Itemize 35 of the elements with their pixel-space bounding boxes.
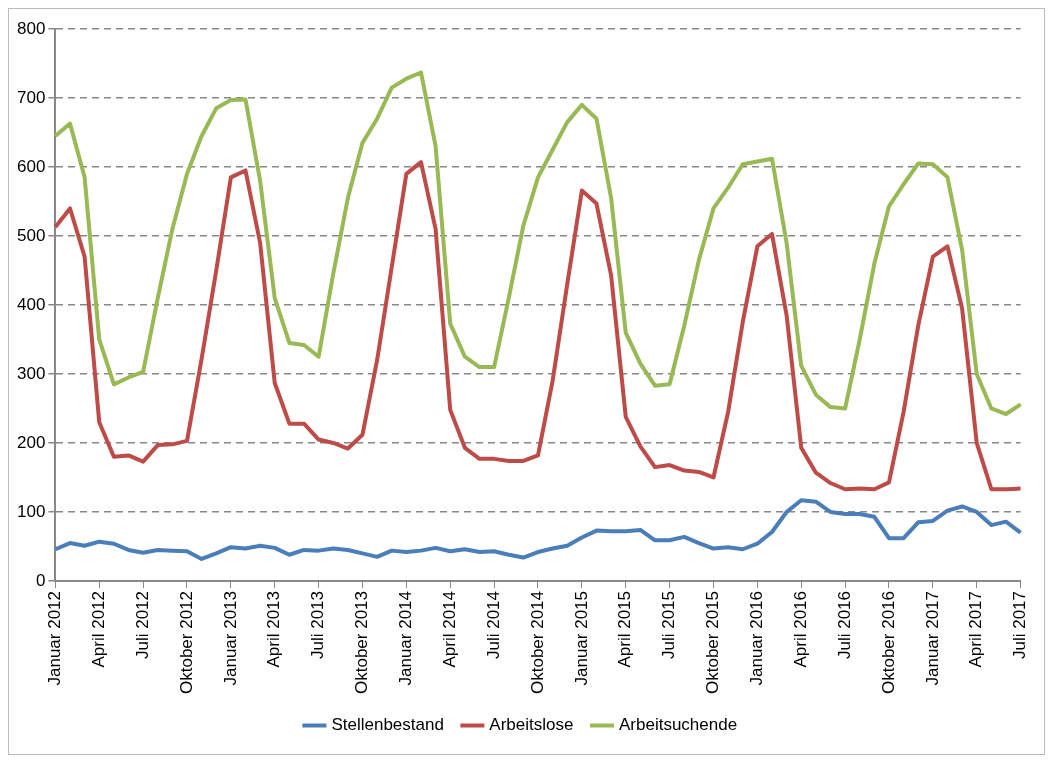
y-tick-label: 100 [16, 501, 46, 521]
y-tick-label: 300 [16, 363, 46, 383]
x-tick-label: Januar 2012 [45, 590, 65, 686]
y-tick-label: 200 [16, 432, 46, 452]
x-tick-label: Juli 2016 [834, 590, 854, 660]
x-tick-label: Juli 2013 [308, 590, 328, 660]
x-tick-label: April 2015 [615, 590, 635, 668]
x-tick-label: Januar 2013 [220, 590, 240, 686]
x-tick-label: Juli 2015 [659, 590, 679, 660]
x-tick-label: Oktober 2012 [176, 590, 196, 694]
y-tick-label: 800 [16, 18, 46, 38]
x-tick-label: Januar 2016 [747, 590, 767, 686]
x-tick-label: Juli 2017 [1010, 590, 1030, 660]
y-tick-label: 0 [35, 570, 46, 590]
x-tick-label: April 2014 [439, 590, 459, 668]
x-tick-label: April 2016 [790, 590, 810, 668]
x-tick-label: Oktober 2015 [703, 590, 723, 694]
x-tick-label: April 2013 [264, 590, 284, 668]
legend-label: Stellenbestand [331, 715, 444, 735]
x-tick-label: Januar 2014 [396, 590, 416, 686]
x-tick-label: Januar 2017 [922, 590, 942, 686]
y-tick-label: 600 [16, 156, 46, 176]
x-tick-label: Oktober 2014 [527, 590, 547, 694]
x-tick-label: Juli 2012 [132, 590, 152, 660]
x-tick-label: April 2017 [966, 590, 986, 668]
legend-label: Arbeitsuchende [618, 715, 738, 735]
y-tick-label: 400 [16, 294, 46, 314]
x-tick-label: Oktober 2016 [878, 590, 898, 694]
x-tick-label: Januar 2015 [571, 590, 591, 686]
x-tick-label: Oktober 2013 [352, 590, 372, 694]
x-tick-label: April 2012 [88, 590, 108, 668]
legend-label: Arbeitslose [489, 715, 574, 735]
y-tick-label: 500 [16, 225, 46, 245]
x-tick-label: Juli 2014 [483, 590, 503, 660]
y-tick-label: 700 [16, 87, 46, 107]
